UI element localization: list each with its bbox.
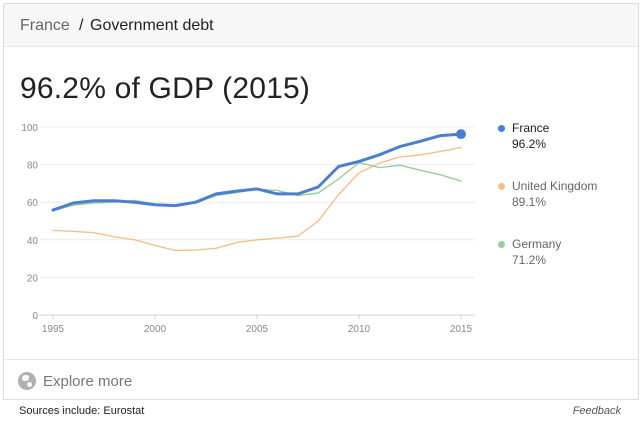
y-tick-label: 0 [32, 311, 38, 322]
y-tick-label: 100 [21, 123, 38, 134]
legend-series-value: 71.2% [512, 253, 547, 267]
series-line-germany [52, 161, 462, 212]
legend-series-value: 89.1% [512, 195, 547, 209]
y-tick-label: 40 [27, 236, 39, 247]
x-tick-label: 2010 [348, 324, 371, 335]
legend-swatch [498, 125, 505, 132]
legend-swatch [498, 183, 505, 190]
series-endpoint-france [456, 129, 466, 140]
globe-icon [18, 372, 36, 390]
y-tick-label: 80 [27, 161, 39, 172]
explore-more-label: Explore more [43, 373, 133, 390]
x-axis-ticks: 1995 2000 2005 2010 2015 [42, 324, 473, 335]
breadcrumb-country-link[interactable]: France [20, 17, 70, 34]
x-tick-label: 2015 [450, 324, 473, 335]
series-line-united-kingdom [52, 146, 462, 252]
sources-note: Sources include: Eurostat [19, 405, 145, 417]
y-tick-label: 60 [27, 198, 39, 209]
explore-more-button[interactable]: Explore more [4, 359, 638, 401]
y-axis-ticks: 0 20 40 60 80 100 [21, 123, 38, 322]
x-tick-label: 2005 [246, 324, 269, 335]
x-tick-label: 2000 [144, 324, 167, 335]
legend-series-name: France [512, 121, 550, 135]
x-tick-label: 1995 [42, 324, 65, 335]
legend-series-value: 96.2% [512, 137, 547, 151]
series-line-france [51, 132, 463, 212]
legend-series-name: United Kingdom [512, 179, 598, 193]
legend-swatch [498, 241, 505, 248]
y-tick-label: 20 [27, 273, 39, 284]
chart-series [51, 129, 466, 252]
breadcrumb-separator: / [79, 17, 84, 34]
legend-series-name: Germany [512, 237, 562, 251]
card-header: France / Government debt [4, 4, 638, 47]
feedback-link[interactable]: Feedback [572, 405, 621, 417]
breadcrumb-current: Government debt [90, 17, 214, 34]
headline-value: 96.2% of GDP (2015) [20, 72, 311, 105]
